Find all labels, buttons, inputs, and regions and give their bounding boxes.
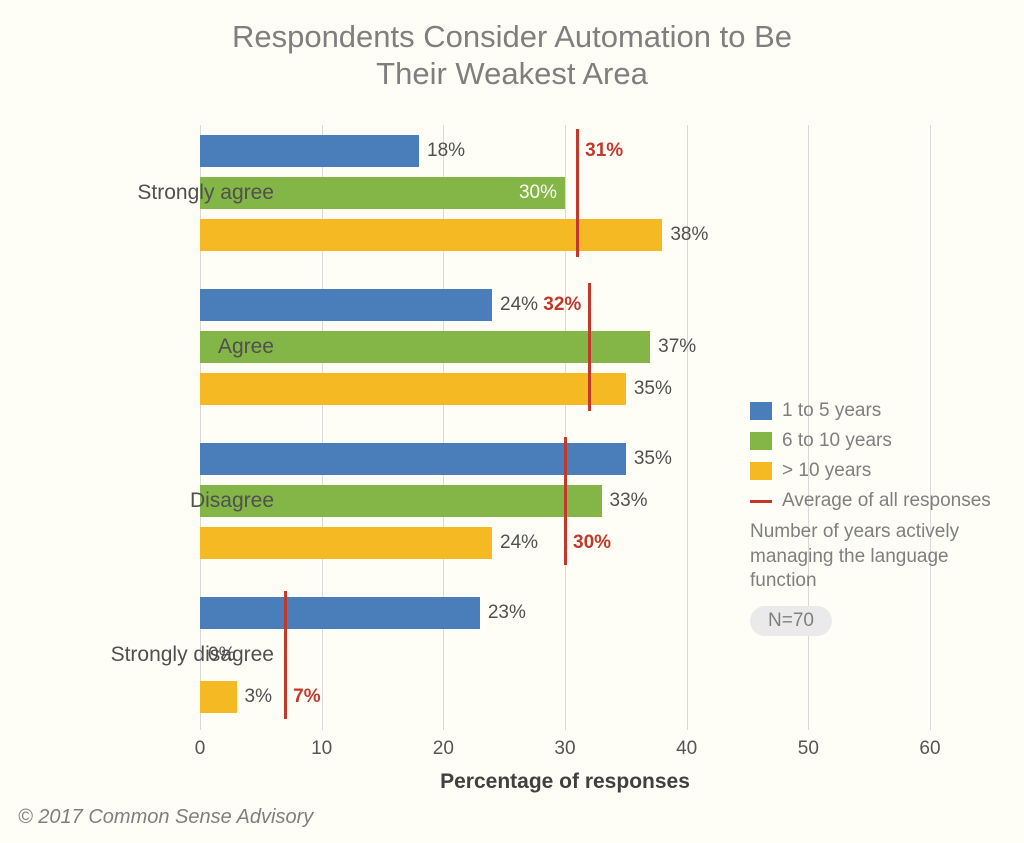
grid-line [200, 125, 201, 730]
bar [200, 597, 480, 629]
legend-item: Average of all responses [750, 490, 1010, 512]
legend: 1 to 5 years 6 to 10 years > 10 years Avera… [750, 400, 1010, 636]
bar-value-label: 3% [245, 686, 272, 708]
x-tick-label: 0 [195, 738, 206, 760]
chart-title: Respondents Consider Automation to Be Th… [0, 0, 1024, 92]
bar [200, 219, 662, 251]
average-line [564, 437, 567, 565]
average-line [284, 591, 287, 719]
bar-value-label: 24% [500, 294, 538, 316]
x-tick-label: 40 [676, 738, 697, 760]
average-label: 7% [293, 686, 320, 708]
bar-value-label: 24% [500, 532, 538, 554]
average-line [588, 283, 591, 411]
legend-swatch [750, 402, 772, 420]
x-tick-label: 20 [433, 738, 454, 760]
category-label: Disagree [190, 489, 274, 513]
average-label: 30% [573, 532, 611, 554]
bar [200, 373, 626, 405]
legend-label: 1 to 5 years [782, 400, 881, 422]
bar [200, 135, 419, 167]
legend-swatch [750, 462, 772, 480]
bar-value-label: 33% [610, 490, 648, 512]
grid-line [687, 125, 688, 730]
bar-value-label: 23% [488, 602, 526, 624]
average-label: 32% [543, 294, 581, 316]
chart-container: Respondents Consider Automation to Be Th… [0, 0, 1024, 843]
chart-title-line-2: Their Weakest Area [376, 56, 648, 91]
legend-subtitle: Number of years actively managing the la… [750, 520, 1010, 594]
x-tick-label: 30 [554, 738, 575, 760]
copyright: © 2017 Common Sense Advisory [18, 806, 313, 829]
x-tick-label: 60 [919, 738, 940, 760]
bar-value-label: 37% [658, 336, 696, 358]
x-axis-title: Percentage of responses [440, 770, 690, 794]
x-tick-label: 10 [311, 738, 332, 760]
grid-line [443, 125, 444, 730]
category-label: Agree [218, 335, 274, 359]
bar-value-label: 38% [670, 224, 708, 246]
legend-item: > 10 years [750, 460, 1010, 482]
average-line [576, 129, 579, 257]
grid-line [565, 125, 566, 730]
x-tick-label: 50 [798, 738, 819, 760]
n-badge: N=70 [750, 606, 832, 636]
legend-label: 6 to 10 years [782, 430, 892, 452]
bar-value-label: 35% [634, 378, 672, 400]
bar-value-label: 30% [519, 182, 565, 204]
bar [200, 527, 492, 559]
legend-label: Average of all responses [782, 490, 991, 512]
grid-line [322, 125, 323, 730]
bar-value-label: 35% [634, 448, 672, 470]
legend-swatch [750, 432, 772, 450]
legend-item: 1 to 5 years [750, 400, 1010, 422]
chart-title-line-1: Respondents Consider Automation to Be [232, 19, 792, 54]
average-label: 31% [585, 140, 623, 162]
bar-value-label: 18% [427, 140, 465, 162]
category-label: Strongly disagree [111, 643, 274, 667]
legend-line-icon [750, 500, 772, 503]
bar [200, 681, 237, 713]
bar [200, 289, 492, 321]
category-label: Strongly agree [137, 181, 274, 205]
bar [200, 443, 626, 475]
legend-item: 6 to 10 years [750, 430, 1010, 452]
legend-label: > 10 years [782, 460, 871, 482]
